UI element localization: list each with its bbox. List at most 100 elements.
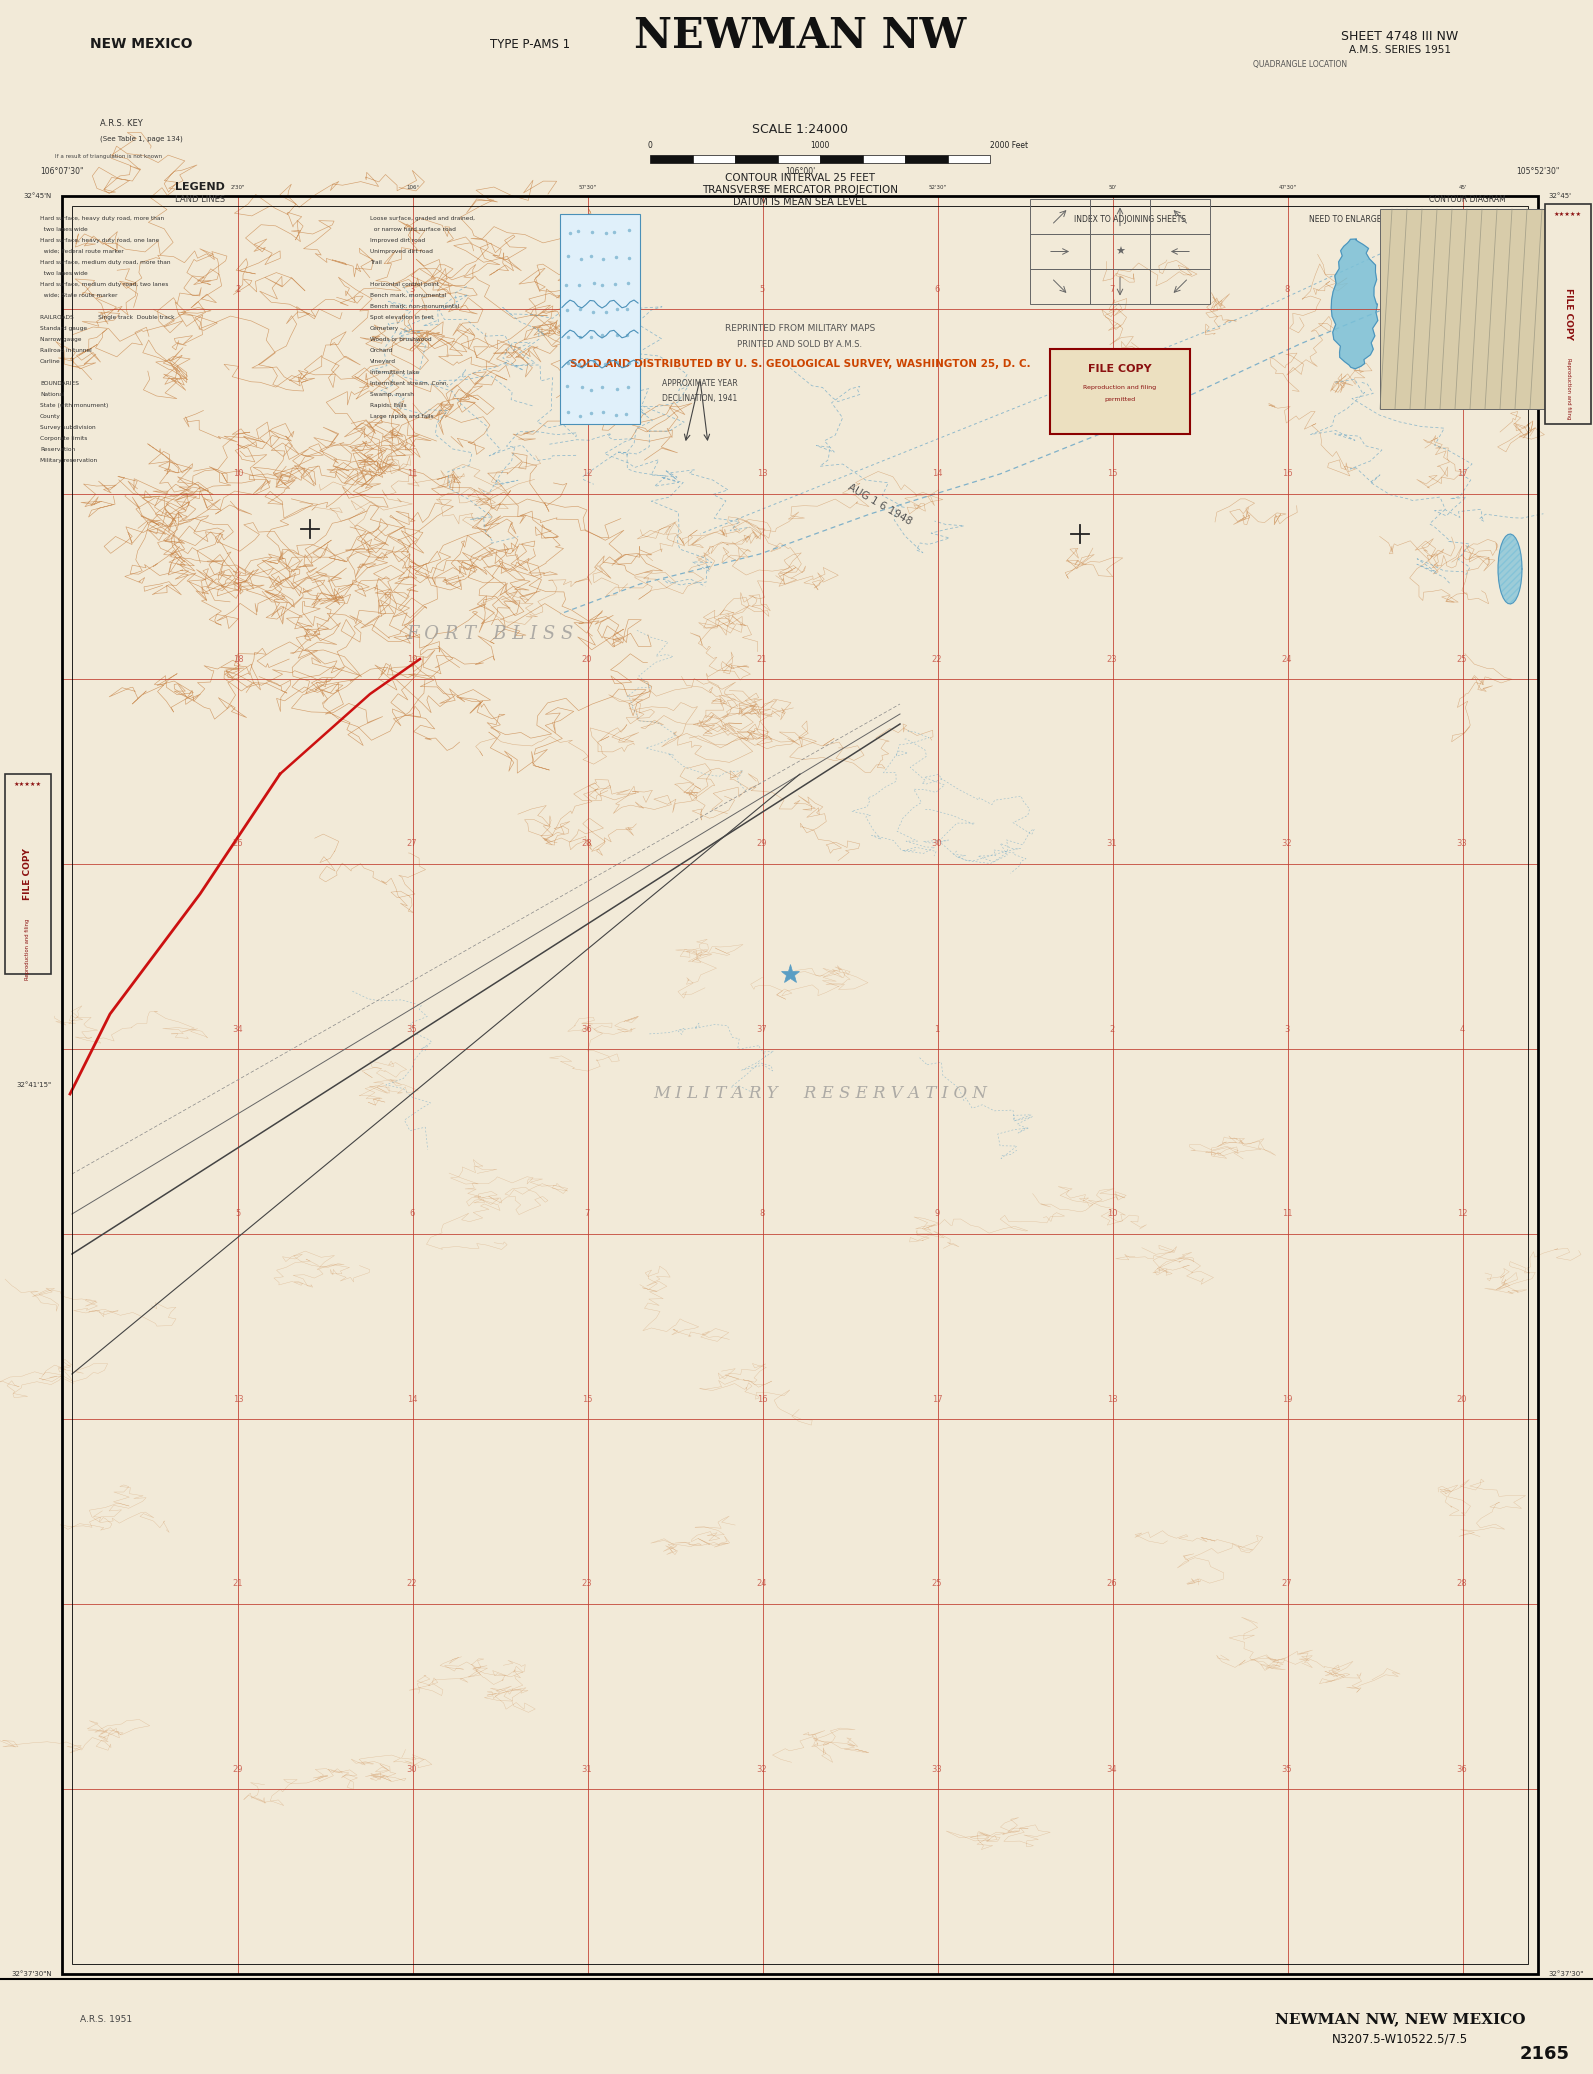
Text: two lanes wide: two lanes wide [40, 272, 88, 276]
Text: 18: 18 [1107, 1394, 1117, 1404]
Text: Large rapids and falls: Large rapids and falls [370, 415, 433, 419]
Text: NEWMAN NW, NEW MEXICO: NEWMAN NW, NEW MEXICO [1274, 2012, 1525, 2026]
Text: 32°45'N: 32°45'N [24, 193, 53, 199]
Bar [1090, 270, 1150, 305]
Text: 23: 23 [1107, 655, 1117, 664]
Text: Standard gauge: Standard gauge [40, 326, 88, 332]
Text: 7: 7 [1109, 284, 1115, 295]
Text: Reproduction and filing: Reproduction and filing [25, 919, 30, 979]
Text: County: County [40, 415, 61, 419]
Text: NEWMAN NW: NEWMAN NW [634, 15, 965, 56]
Bar [561, 214, 640, 423]
Text: 12: 12 [1456, 1209, 1467, 1220]
Text: Rapids; Falls: Rapids; Falls [370, 402, 406, 409]
Bar [777, 156, 820, 164]
Bar [820, 156, 862, 164]
Text: 12: 12 [581, 469, 593, 479]
Text: 106°00': 106°00' [785, 1989, 816, 1999]
Bar [1150, 270, 1211, 305]
Text: 106°07'30": 106°07'30" [40, 168, 84, 176]
Text: 2'30": 2'30" [231, 185, 245, 191]
Polygon shape [1497, 533, 1521, 604]
Text: 19: 19 [1282, 1394, 1292, 1404]
Text: 35: 35 [1282, 1765, 1292, 1773]
Text: Narrow gauge: Narrow gauge [40, 336, 81, 342]
Text: 8: 8 [760, 1209, 765, 1220]
Text: National: National [40, 392, 64, 396]
Text: FILE COPY: FILE COPY [24, 848, 32, 900]
Text: FILE COPY: FILE COPY [1088, 365, 1152, 373]
Text: 106°07'30": 106°07'30" [40, 1989, 84, 1999]
Text: 10: 10 [233, 469, 244, 479]
Text: CONTOUR INTERVAL 25 FEET: CONTOUR INTERVAL 25 FEET [725, 172, 875, 183]
Text: 32°37'30": 32°37'30" [1548, 1970, 1583, 1977]
Text: 33: 33 [932, 1765, 943, 1773]
Text: Vineyard: Vineyard [370, 359, 397, 365]
Text: 17: 17 [932, 1394, 943, 1404]
Text: 34: 34 [233, 1025, 244, 1033]
Text: Hard surface, medium duty road, two lanes: Hard surface, medium duty road, two lane… [40, 282, 169, 286]
Text: 105°52'30": 105°52'30" [1517, 168, 1560, 176]
Text: 4: 4 [585, 284, 589, 295]
Text: PRINTED AND SOLD BY A.M.S.: PRINTED AND SOLD BY A.M.S. [738, 340, 862, 348]
Text: 3: 3 [409, 284, 414, 295]
Text: 31: 31 [581, 1765, 593, 1773]
Text: SCALE 1:24000: SCALE 1:24000 [752, 122, 847, 137]
Text: 28: 28 [581, 840, 593, 848]
Text: 20: 20 [581, 655, 593, 664]
Text: 6: 6 [409, 1209, 414, 1220]
Text: (See Table 1, page 134): (See Table 1, page 134) [100, 135, 183, 143]
Bar [62, 197, 1537, 1974]
Text: ★: ★ [1115, 247, 1125, 257]
Text: 17: 17 [1456, 469, 1467, 479]
Bar [1150, 199, 1211, 234]
Text: APPROXIMATE YEAR: APPROXIMATE YEAR [663, 380, 738, 388]
Text: 45': 45' [1459, 185, 1467, 191]
Text: 36: 36 [581, 1025, 593, 1033]
Text: 2000 Feet: 2000 Feet [989, 141, 1027, 149]
Text: wide; Federal route marker: wide; Federal route marker [40, 249, 124, 253]
Text: 25: 25 [932, 1580, 941, 1589]
Text: 37: 37 [757, 1025, 768, 1033]
Text: Reproduction and filing: Reproduction and filing [1566, 359, 1571, 419]
Text: Spot elevation in feet: Spot elevation in feet [370, 315, 433, 319]
Text: 15: 15 [581, 1394, 593, 1404]
Polygon shape [1332, 239, 1378, 369]
Text: If a result of triangulation is not known: If a result of triangulation is not know… [56, 153, 162, 160]
Bar [650, 156, 693, 164]
Text: 32°41'15": 32°41'15" [18, 1083, 53, 1089]
Text: 27: 27 [1282, 1580, 1292, 1589]
Text: Old Coe Lake: Old Coe Lake [1380, 272, 1431, 280]
Bar [1090, 199, 1150, 234]
Bar [905, 156, 948, 164]
Text: 2'30": 2'30" [231, 1981, 245, 1985]
Text: SOLD AND DISTRIBUTED BY U. S. GEOLOGICAL SURVEY, WASHINGTON 25, D. C.: SOLD AND DISTRIBUTED BY U. S. GEOLOGICAL… [570, 359, 1031, 369]
Text: 3: 3 [1284, 1025, 1290, 1033]
Text: 55': 55' [758, 185, 768, 191]
Text: two lanes wide: two lanes wide [40, 226, 88, 232]
Text: 29: 29 [233, 1765, 244, 1773]
Text: 50': 50' [1109, 185, 1117, 191]
Text: 34: 34 [1107, 1765, 1117, 1773]
Text: Cemetery: Cemetery [370, 326, 400, 332]
Bar [72, 205, 1528, 1964]
Text: 21: 21 [757, 655, 768, 664]
Bar [1545, 203, 1591, 423]
Text: A.R.S. 1951: A.R.S. 1951 [80, 2014, 132, 2024]
Text: 9: 9 [935, 1209, 940, 1220]
Text: RAILROADS             Single track  Double track: RAILROADS Single track Double track [40, 315, 175, 319]
Text: Carline: Carline [40, 359, 61, 365]
Text: Swamp, marsh: Swamp, marsh [370, 392, 414, 396]
Text: BOUNDARIES: BOUNDARIES [40, 382, 80, 386]
Text: 0: 0 [648, 141, 653, 149]
Text: 13: 13 [233, 1394, 244, 1404]
Bar [948, 156, 989, 164]
Text: 16: 16 [1282, 469, 1292, 479]
Bar [1031, 199, 1090, 234]
Text: 23: 23 [581, 1580, 593, 1589]
Text: 6: 6 [935, 284, 940, 295]
Text: 7: 7 [585, 1209, 589, 1220]
Bar [734, 156, 777, 164]
Text: DECLINATION, 1941: DECLINATION, 1941 [663, 394, 738, 402]
Text: LEGEND: LEGEND [175, 183, 225, 193]
